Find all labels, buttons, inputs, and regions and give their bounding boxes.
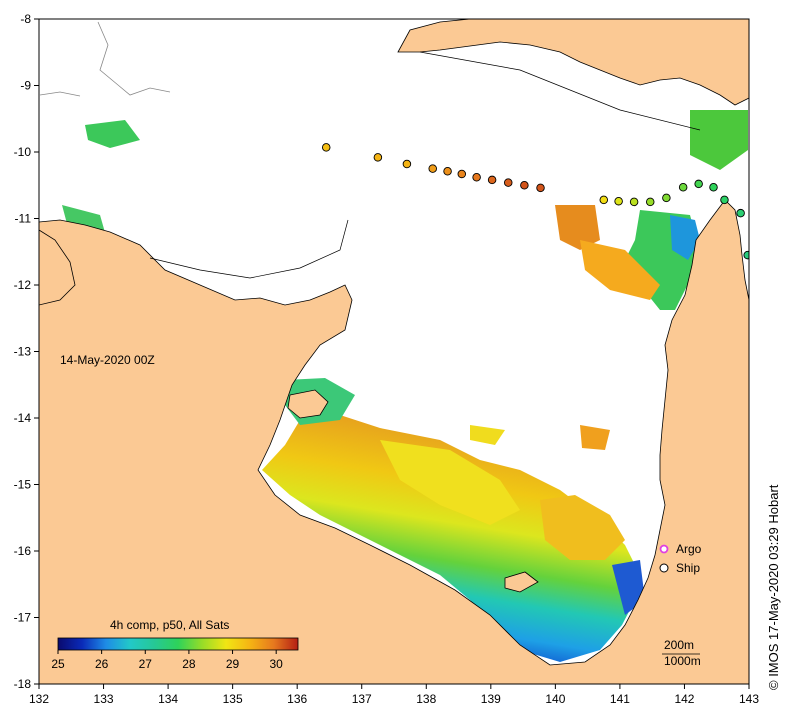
land-groote-eylandt (287, 389, 329, 419)
lat-tick-label: -17 (14, 611, 32, 625)
sst-mid-gulf-speckle (470, 425, 505, 445)
land-timor-outline (39, 21, 171, 97)
ship-observation-marker (373, 153, 383, 162)
lon-tick-label: 132 (29, 692, 49, 706)
colorbar-tick-label: 26 (95, 657, 109, 671)
colorbar-tick-label: 30 (270, 657, 284, 671)
lon-tick-label: 139 (481, 692, 501, 706)
latitude-axis: -8 -9 -10 -11 -12 -13 -14 -15 -16 -17 -18 (14, 12, 39, 691)
sst-cape-york-blue (670, 215, 700, 260)
lat-tick-label: -10 (14, 145, 32, 159)
ship-observation-marker (736, 208, 745, 218)
lon-tick-label: 141 (610, 692, 630, 706)
depth-legend: 200m 1000m (662, 638, 701, 668)
ship-observation-marker (629, 197, 639, 207)
colorbar-tick-label: 28 (182, 657, 196, 671)
colorbar-tick-label: 27 (139, 657, 153, 671)
ship-observation-marker (743, 250, 749, 260)
bathymetry-contours (149, 51, 701, 279)
lat-tick-label: -13 (14, 345, 32, 359)
colorbar-ticks: 25 26 27 28 29 30 (51, 650, 283, 671)
colorbar-title: 4h comp, p50, All Sats (110, 618, 229, 632)
lon-tick-label: 137 (352, 692, 372, 706)
ship-observation-marker (443, 167, 452, 176)
lat-tick-label: -8 (20, 12, 31, 26)
ship-observation-marker (402, 159, 412, 169)
ship-observation-marker (520, 180, 529, 190)
lon-tick-label: 143 (739, 692, 759, 706)
sst-gulf-warm-patch (540, 495, 625, 560)
lon-tick-label: 133 (94, 692, 114, 706)
land (39, 19, 749, 684)
ship-legend-label: Ship (676, 561, 700, 575)
sst-orange-patch (555, 205, 600, 250)
sst-gulf-yellow-patch (380, 440, 520, 525)
ship-observation-marker (662, 193, 671, 203)
ship-track (321, 143, 749, 260)
ship-observation-marker (472, 173, 481, 182)
credit-text: © IMOS 17-May-2020 03:29 Hobart (766, 484, 781, 690)
lon-tick-label: 135 (223, 692, 243, 706)
longitude-axis: 132 133 134 135 136 137 138 139 140 141 142 143 (29, 684, 759, 706)
lat-tick-label: -16 (14, 544, 32, 558)
ship-observation-marker (321, 143, 331, 152)
depth-1000m-label: 1000m (664, 654, 701, 668)
sst-amber-patch (580, 240, 660, 300)
colorbar-bar (57, 637, 299, 651)
ship-observation-marker (428, 164, 437, 173)
lat-tick-label: -14 (14, 411, 32, 425)
colorbar-tick-label: 25 (51, 657, 65, 671)
sst-north-patch (85, 120, 140, 148)
ship-observation-marker (599, 195, 609, 205)
lon-tick-label: 134 (158, 692, 178, 706)
sst-gulf-south-swath (262, 415, 640, 662)
depth-200m-label: 200m (664, 638, 694, 652)
lat-tick-label: -12 (14, 278, 32, 292)
land-melville-island (39, 229, 76, 306)
ship-observation-marker (709, 182, 718, 192)
lat-tick-label: -11 (15, 212, 32, 226)
sst-swaths (39, 110, 748, 662)
lat-tick-label: -9 (20, 79, 31, 93)
argo-legend-icon (659, 544, 669, 554)
lat-tick-label: -18 (14, 677, 32, 691)
land-mornington-island (504, 571, 539, 593)
ship-observation-marker (720, 195, 729, 205)
argo-legend-label: Argo (676, 542, 702, 556)
land-arnhem-top-end (39, 199, 749, 684)
land-new-guinea (397, 19, 749, 106)
ship-observation-marker (614, 196, 623, 206)
ship-observation-marker (503, 178, 513, 187)
sst-torres-green (690, 110, 748, 170)
lon-tick-label: 136 (287, 692, 307, 706)
lat-tick-label: -15 (14, 478, 32, 492)
ship-observation-marker (536, 183, 545, 193)
colorbar-tick-label: 29 (226, 657, 240, 671)
lon-tick-label: 142 (674, 692, 694, 706)
lon-tick-label: 138 (416, 692, 436, 706)
marker-legend: Argo Ship (659, 542, 702, 575)
ship-observation-marker (645, 197, 655, 207)
colorbar: 4h comp, p50, All Sats 25 26 27 28 29 30 (51, 618, 299, 671)
sst-east-coast-blue (612, 560, 645, 615)
ship-legend-icon (659, 563, 669, 573)
lon-tick-label: 140 (545, 692, 565, 706)
sst-mid-gulf-speckle-2 (580, 425, 610, 450)
ship-observation-marker (457, 169, 467, 179)
ship-observation-marker (694, 179, 703, 189)
date-label: 14-May-2020 00Z (60, 353, 155, 367)
ship-observation-marker (487, 175, 497, 185)
ship-observation-marker (678, 182, 688, 192)
